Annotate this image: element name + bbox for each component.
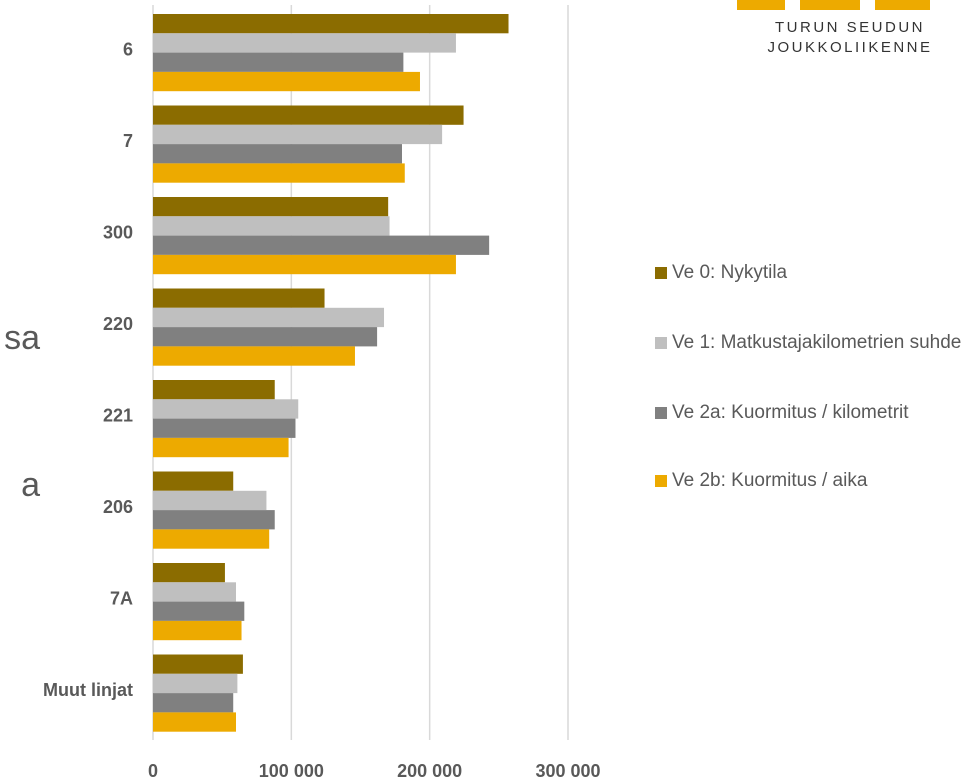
bar xyxy=(153,654,243,674)
side-text: a xyxy=(21,466,40,504)
bar xyxy=(153,620,242,641)
y-tick-label: 6 xyxy=(123,40,133,60)
y-tick-label: 221 xyxy=(103,406,133,426)
bar xyxy=(153,197,389,217)
legend-label: Ve 2b: Kuormitus / aika xyxy=(672,470,868,491)
bar xyxy=(153,144,402,164)
bar xyxy=(153,490,267,511)
bar xyxy=(153,601,245,621)
bar xyxy=(153,14,509,34)
bar xyxy=(153,52,404,72)
bar xyxy=(153,471,234,491)
x-tick-label: 100 000 xyxy=(259,761,324,781)
legend-swatch xyxy=(655,475,667,487)
bar xyxy=(153,307,385,328)
bar xyxy=(153,288,325,308)
logo-shape xyxy=(737,0,785,10)
bar xyxy=(153,437,289,458)
bar xyxy=(153,124,443,145)
bar xyxy=(153,346,355,366)
bar xyxy=(153,235,490,255)
bar xyxy=(153,693,234,713)
legend-swatch xyxy=(655,407,667,419)
legend-label: Ve 0: Nykytila xyxy=(672,262,788,283)
legend-swatch xyxy=(655,337,667,349)
y-tick-label: 300 xyxy=(103,223,133,243)
bar xyxy=(153,418,296,438)
bar xyxy=(153,510,275,530)
bar xyxy=(153,399,299,419)
bar xyxy=(153,563,225,583)
bar xyxy=(153,327,378,347)
logo-shape xyxy=(875,0,930,10)
y-tick-label: 220 xyxy=(103,314,133,334)
bar xyxy=(153,71,420,92)
bar xyxy=(153,582,236,602)
bar xyxy=(153,380,275,400)
bar xyxy=(153,216,390,236)
legend-label: Ve 1: Matkustajakilometrien suhde xyxy=(672,332,962,353)
legend-swatch xyxy=(655,267,667,279)
x-tick-label: 300 000 xyxy=(535,761,600,781)
bar xyxy=(153,673,238,694)
logo-text: TURUN SEUDUN xyxy=(775,19,925,36)
side-text: sa xyxy=(4,319,40,357)
logo-shape xyxy=(800,0,860,10)
logo: TURUN SEUDUN JOUKKOLIIKENNE xyxy=(737,0,932,56)
y-tick-label: 7A xyxy=(110,589,133,609)
bar xyxy=(153,712,236,732)
bar xyxy=(153,33,456,53)
logo-text: JOUKKOLIIKENNE xyxy=(767,39,932,56)
bar xyxy=(153,254,456,275)
bar xyxy=(153,529,270,549)
y-tick-label: Muut linjat xyxy=(43,680,133,700)
bar xyxy=(153,163,405,183)
legend-label: Ve 2a: Kuormitus / kilometrit xyxy=(672,402,909,423)
bar xyxy=(153,105,464,125)
y-tick-label: 206 xyxy=(103,497,133,517)
y-tick-label: 7 xyxy=(123,131,133,151)
x-tick-label: 200 000 xyxy=(397,761,462,781)
x-tick-label: 0 xyxy=(148,761,158,781)
